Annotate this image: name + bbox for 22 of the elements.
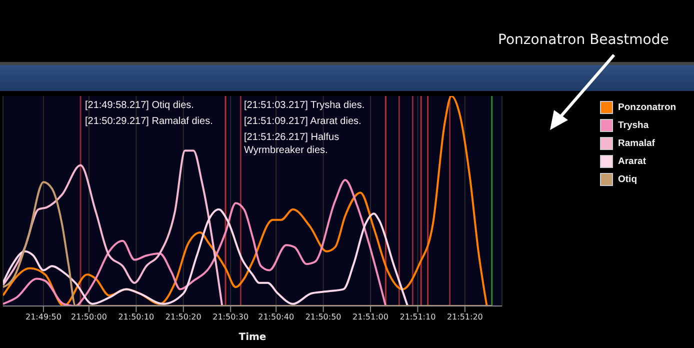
annotation: [21:51:03.217] Trysha dies. (244, 99, 365, 112)
annotation: [21:50:29.217] Ramalaf dies. (85, 115, 213, 128)
legend-label: Trysha (618, 120, 649, 130)
x-tick-label: 21:51:00 (352, 312, 388, 322)
x-tick-label: 21:49:50 (25, 312, 62, 322)
text: Ponzonatron Beastmode (498, 32, 669, 48)
x-tick-label: 21:50:00 (71, 312, 107, 322)
legend-label: Ponzonatron (618, 102, 676, 112)
legend-label: Ararat (618, 156, 646, 166)
x-tick-label: 21:51:10 (400, 312, 436, 322)
x-tick-label: 21:50:40 (258, 312, 294, 322)
annotation: [21:51:26.217] Halfus Wyrmbreaker dies. (244, 131, 340, 157)
x-tick-label: 21:51:20 (446, 312, 483, 322)
x-tick-label: 21:50:30 (212, 312, 249, 322)
x-tick-label: 21:50:50 (305, 312, 342, 322)
legend-label: Otiq (618, 174, 637, 184)
x-axis-title: Time (238, 332, 266, 343)
x-tick-label: 21:50:10 (118, 312, 154, 322)
annotation: [21:49:58.217] Otiq dies. (85, 99, 194, 112)
annotation: [21:51:09.217] Ararat dies. (244, 115, 362, 128)
legend-label: Ramalaf (618, 138, 655, 148)
x-tick-label: 21:50:20 (165, 312, 202, 322)
